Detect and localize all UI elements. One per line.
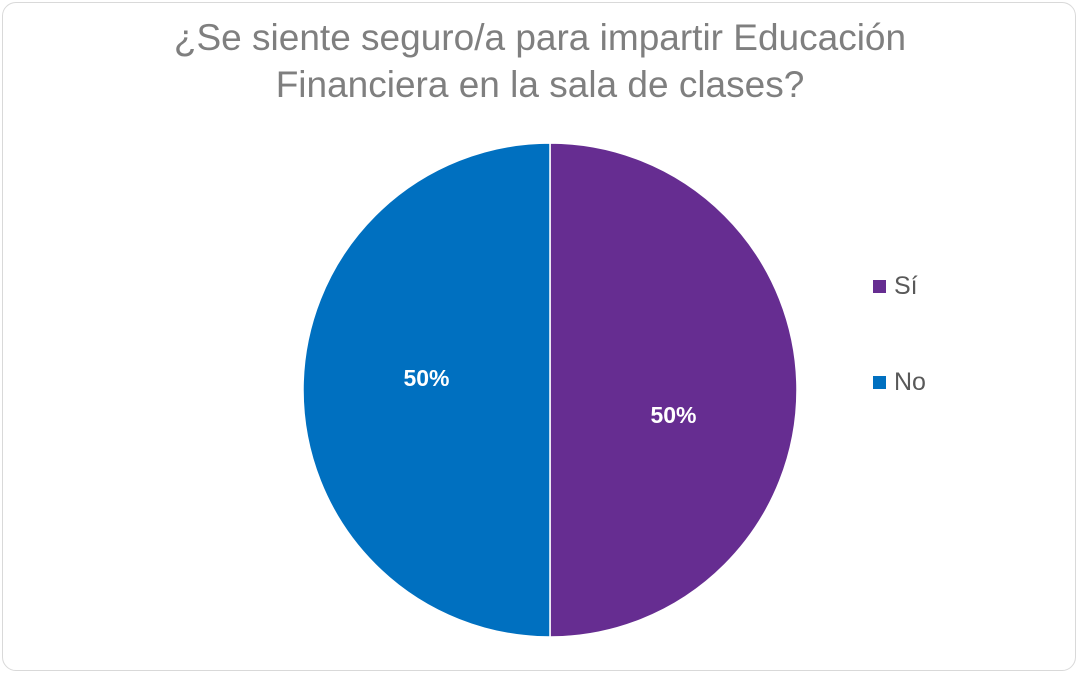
legend-swatch-si — [873, 279, 886, 293]
legend: Sí No — [873, 266, 926, 458]
legend-item-si[interactable]: Sí — [873, 266, 926, 306]
chart-title-line-1: ¿Se siente seguro/a para impartir Educac… — [173, 17, 907, 58]
data-label-no: 50% — [403, 365, 449, 391]
legend-label-no: No — [894, 367, 926, 396]
legend-item-no[interactable]: No — [873, 362, 926, 402]
data-label-si: 50% — [650, 402, 696, 428]
legend-swatch-no — [873, 375, 886, 389]
pie-slice-no[interactable] — [302, 142, 551, 638]
chart-title: ¿Se siente seguro/a para impartir Educac… — [0, 14, 1080, 108]
legend-label-si: Sí — [894, 271, 918, 300]
pie-slice-si[interactable] — [549, 142, 798, 638]
chart-title-line-2: Financiera en la sala de clases? — [275, 64, 805, 105]
